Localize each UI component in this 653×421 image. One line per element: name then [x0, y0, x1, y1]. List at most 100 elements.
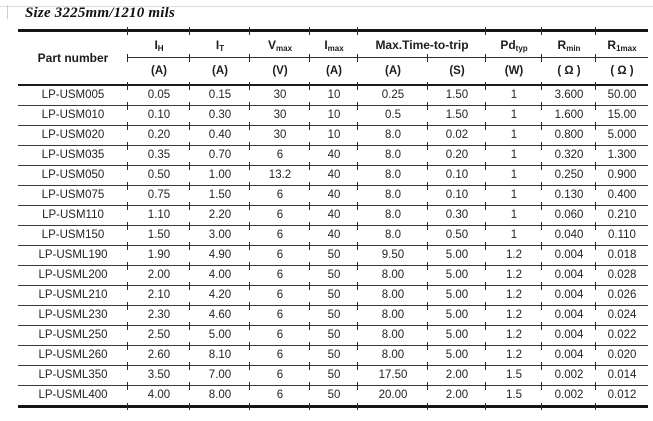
value-cell: 0.002 — [541, 361, 596, 386]
value-cell: 0.002 — [541, 381, 596, 409]
spec-table: Part number IH IT Vmax Imax Max.Time-to-… — [18, 25, 648, 409]
unit-trip-a: (A) — [357, 53, 428, 86]
value-cell: 8.00 — [357, 261, 428, 286]
value-cell: 1 — [485, 80, 542, 106]
table-row: LP-USML250 2.50 5.00 6 50 8.00 5.00 1.2 0.004 0.0… — [18, 321, 648, 346]
part-number-cell: LP-USM020 — [18, 125, 128, 146]
value-cell: 6 — [249, 201, 310, 226]
value-cell: 5.00 — [427, 341, 486, 366]
value-cell: 0.018 — [595, 241, 648, 266]
value-cell: 0.250 — [541, 161, 596, 186]
value-cell: 5.00 — [427, 281, 486, 306]
value-cell: 6 — [249, 341, 310, 366]
col-header-time-to-trip: Max.Time-to-trip — [357, 25, 486, 58]
value-cell: 13.2 — [249, 161, 310, 186]
part-number-cell: LP-USM150 — [18, 225, 128, 246]
value-cell: 1 — [485, 141, 542, 166]
symbol-main: I — [324, 37, 328, 52]
table-row: LP-USM035 0.35 0.70 6 40 8.0 0.20 1 0.320 1.300 — [18, 141, 648, 166]
value-cell: 50 — [309, 281, 358, 306]
value-cell: 1.5 — [485, 361, 542, 386]
value-cell: 0.50 — [427, 221, 486, 246]
value-cell: 1.2 — [485, 261, 542, 286]
symbol-main: I — [154, 37, 158, 52]
value-cell: 6 — [249, 181, 310, 206]
value-cell: 1 — [485, 201, 542, 226]
value-cell: 0.004 — [541, 281, 596, 306]
value-cell: 0.900 — [595, 161, 648, 186]
value-cell: 8.0 — [357, 181, 428, 206]
value-cell: 0.35 — [127, 141, 190, 166]
value-cell: 0.028 — [595, 261, 648, 286]
value-cell: 1 — [485, 221, 542, 246]
value-cell: 1.2 — [485, 281, 542, 306]
value-cell: 8.00 — [357, 281, 428, 306]
table-row: LP-USML230 2.30 4.60 6 50 8.00 5.00 1.2 0.004 0.0… — [18, 301, 648, 326]
value-cell: 10 — [309, 121, 358, 146]
table-header: Part number IH IT Vmax Imax Max.Time-to-… — [18, 25, 648, 86]
value-cell: 0.800 — [541, 121, 596, 146]
table-row: LP-USML190 1.90 4.90 6 50 9.50 5.00 1.2 0.004 0.0… — [18, 241, 648, 266]
value-cell: 50 — [309, 361, 358, 386]
value-cell: 9.50 — [357, 241, 428, 266]
value-cell: 1.10 — [127, 201, 190, 226]
value-cell: 8.0 — [357, 221, 428, 246]
value-cell: 0.50 — [127, 161, 190, 186]
header-units-row: (A) (A) (V) (A) (A) (S) (W) ( Ω ) ( Ω ) — [18, 53, 648, 86]
unit-vmax: (V) — [249, 53, 310, 86]
symbol-sub: T — [219, 43, 225, 53]
value-cell: 0.014 — [595, 361, 648, 386]
header-symbols-row: Part number IH IT Vmax Imax Max.Time-to-… — [18, 25, 648, 86]
part-number-cell: LP-USM005 — [18, 84, 128, 106]
value-cell: 0.024 — [595, 301, 648, 326]
col-header-r1max: R1max — [595, 25, 648, 58]
value-cell: 0.20 — [427, 141, 486, 166]
value-cell: 4.00 — [189, 261, 250, 286]
value-cell: 2.50 — [127, 321, 190, 346]
value-cell: 6 — [249, 261, 310, 286]
value-cell: 50 — [309, 321, 358, 346]
value-cell: 0.004 — [541, 321, 596, 346]
table-row: LP-USM075 0.75 1.50 6 40 8.0 0.10 1 0.130 0.400 — [18, 181, 648, 206]
part-number-cell: LP-USML210 — [18, 285, 128, 306]
datasheet-page: Size 3225mm/1210 mils Part number IH IT … — [0, 5, 653, 421]
value-cell: 0.060 — [541, 201, 596, 226]
table-row: LP-USML260 2.60 8.10 6 50 8.00 5.00 1.2 0.004 0.0… — [18, 341, 648, 366]
value-cell: 6 — [249, 221, 310, 246]
value-cell: 30 — [249, 80, 310, 106]
table-row: LP-USM110 1.10 2.20 6 40 8.0 0.30 1 0.060 0.210 — [18, 201, 648, 226]
value-cell: 40 — [309, 221, 358, 246]
table-row: LP-USM005 0.05 0.15 30 10 0.25 1.50 1 3.600 50.00 — [18, 80, 648, 106]
value-cell: 50 — [309, 341, 358, 366]
part-number-cell: LP-USML190 — [18, 245, 128, 266]
value-cell: 1.300 — [595, 141, 648, 166]
value-cell: 0.320 — [541, 141, 596, 166]
symbol-sub: min — [566, 43, 581, 53]
symbol-sub: max — [276, 43, 293, 53]
value-cell: 0.022 — [595, 321, 648, 346]
part-number-cell: LP-USM110 — [18, 205, 128, 226]
value-cell: 40 — [309, 201, 358, 226]
value-cell: 1.90 — [127, 241, 190, 266]
value-cell: 5.000 — [595, 121, 648, 146]
col-header-ih: IH — [127, 25, 190, 58]
value-cell: 6 — [249, 281, 310, 306]
symbol-main: I — [215, 37, 220, 52]
col-header-imax: Imax — [309, 25, 358, 58]
value-cell: 1.00 — [189, 161, 250, 186]
value-cell: 8.0 — [357, 141, 428, 166]
value-cell: 40 — [309, 161, 358, 186]
value-cell: 0.70 — [189, 141, 250, 166]
part-number-cell: LP-USM050 — [18, 165, 128, 186]
value-cell: 2.20 — [189, 201, 250, 226]
value-cell: 1.2 — [485, 301, 542, 326]
scan-artifact-line — [0, 6, 653, 7]
value-cell: 0.10 — [427, 181, 486, 206]
value-cell: 2.10 — [127, 281, 190, 306]
value-cell: 1 — [485, 121, 542, 146]
value-cell: 0.012 — [595, 381, 648, 409]
part-number-cell: LP-USML230 — [18, 305, 128, 326]
value-cell: 8.0 — [357, 121, 428, 146]
value-cell: 8.0 — [357, 161, 428, 186]
part-number-cell: LP-USML200 — [18, 265, 128, 286]
